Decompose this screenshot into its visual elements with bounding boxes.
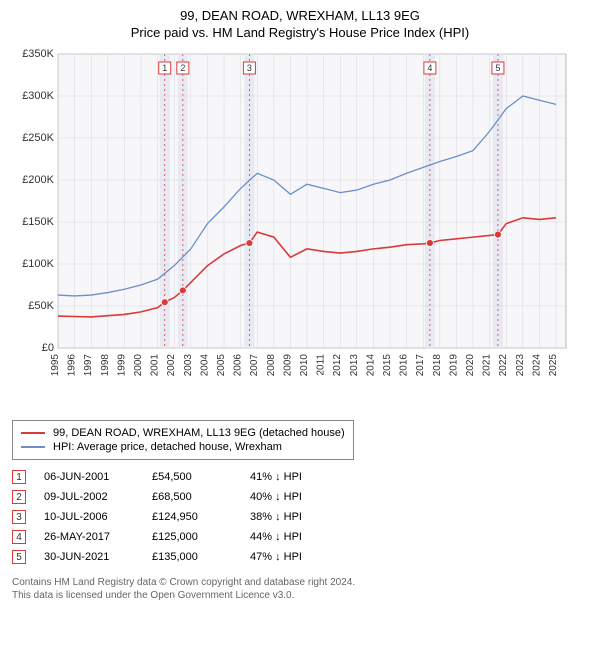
transaction-marker: 3 <box>12 510 26 524</box>
svg-text:2: 2 <box>180 63 185 73</box>
svg-text:2005: 2005 <box>216 354 227 377</box>
transaction-row: 2 09-JUL-2002 £68,500 40% ↓ HPI <box>12 490 588 504</box>
svg-text:2016: 2016 <box>399 354 410 377</box>
svg-text:2024: 2024 <box>531 354 542 377</box>
transaction-hpi: 38% ↓ HPI <box>250 511 340 523</box>
chart-subtitle: Price paid vs. HM Land Registry's House … <box>12 25 588 40</box>
transaction-hpi: 40% ↓ HPI <box>250 491 340 503</box>
svg-text:2013: 2013 <box>349 354 360 377</box>
svg-text:1997: 1997 <box>83 354 94 377</box>
svg-text:£200K: £200K <box>22 174 54 186</box>
transaction-date: 06-JUN-2001 <box>44 471 134 483</box>
legend-label: HPI: Average price, detached house, Wrex… <box>53 441 282 453</box>
svg-text:2019: 2019 <box>448 354 459 377</box>
svg-text:1998: 1998 <box>100 354 111 377</box>
transaction-date: 26-MAY-2017 <box>44 531 134 543</box>
svg-text:3: 3 <box>247 63 252 73</box>
transaction-price: £124,950 <box>152 511 232 523</box>
transaction-row: 5 30-JUN-2021 £135,000 47% ↓ HPI <box>12 550 588 564</box>
svg-text:2015: 2015 <box>382 354 393 377</box>
footer-attribution: Contains HM Land Registry data © Crown c… <box>12 576 588 602</box>
svg-text:£300K: £300K <box>22 90 54 102</box>
svg-text:£0: £0 <box>42 342 54 354</box>
svg-text:2022: 2022 <box>498 354 509 377</box>
svg-text:2001: 2001 <box>150 354 161 377</box>
transaction-price: £68,500 <box>152 491 232 503</box>
svg-text:2003: 2003 <box>183 354 194 377</box>
chart-container: { "title": "99, DEAN ROAD, WREXHAM, LL13… <box>0 0 600 610</box>
chart-title: 99, DEAN ROAD, WREXHAM, LL13 9EG <box>12 8 588 23</box>
svg-text:2021: 2021 <box>482 354 493 377</box>
svg-text:2008: 2008 <box>266 354 277 377</box>
transaction-date: 10-JUL-2006 <box>44 511 134 523</box>
transaction-marker: 1 <box>12 470 26 484</box>
transaction-marker: 4 <box>12 530 26 544</box>
svg-text:5: 5 <box>495 63 500 73</box>
transaction-date: 09-JUL-2002 <box>44 491 134 503</box>
svg-text:£250K: £250K <box>22 132 54 144</box>
legend-label: 99, DEAN ROAD, WREXHAM, LL13 9EG (detach… <box>53 427 345 439</box>
chart-svg: 1 2 3 4 5 £0 £50K £100K £150K £200K £250K £300K £350… <box>12 48 572 412</box>
transaction-hpi: 44% ↓ HPI <box>250 531 340 543</box>
svg-text:2011: 2011 <box>316 354 327 376</box>
svg-text:1: 1 <box>162 63 167 73</box>
svg-text:2025: 2025 <box>548 354 559 377</box>
legend: 99, DEAN ROAD, WREXHAM, LL13 9EG (detach… <box>12 420 354 460</box>
svg-text:2000: 2000 <box>133 354 144 377</box>
svg-text:£100K: £100K <box>22 258 54 270</box>
svg-text:2018: 2018 <box>432 354 443 377</box>
legend-swatch <box>21 446 45 448</box>
transaction-marker: 5 <box>12 550 26 564</box>
svg-text:4: 4 <box>427 63 432 73</box>
svg-text:2014: 2014 <box>365 354 376 377</box>
svg-text:1996: 1996 <box>67 354 78 377</box>
transaction-marker: 2 <box>12 490 26 504</box>
svg-text:2020: 2020 <box>465 354 476 377</box>
transactions-table: 1 06-JUN-2001 £54,500 41% ↓ HPI 2 09-JUL-2002… <box>12 470 588 564</box>
svg-text:2023: 2023 <box>515 354 526 377</box>
legend-swatch <box>21 432 45 434</box>
svg-text:2012: 2012 <box>332 354 343 377</box>
footer-line-2: This data is licensed under the Open Gov… <box>12 589 588 602</box>
svg-text:1999: 1999 <box>116 354 127 377</box>
svg-text:2010: 2010 <box>299 354 310 377</box>
chart-area: 1 2 3 4 5 £0 £50K £100K £150K £200K £250K £300K £350… <box>12 48 588 412</box>
svg-text:2017: 2017 <box>415 354 426 377</box>
svg-text:£50K: £50K <box>28 300 54 312</box>
legend-item: 99, DEAN ROAD, WREXHAM, LL13 9EG (detach… <box>21 427 345 439</box>
transaction-price: £54,500 <box>152 471 232 483</box>
transaction-price: £125,000 <box>152 531 232 543</box>
svg-text:2007: 2007 <box>249 354 260 377</box>
svg-text:2006: 2006 <box>233 354 244 377</box>
transaction-date: 30-JUN-2021 <box>44 551 134 563</box>
svg-text:£350K: £350K <box>22 48 54 60</box>
transaction-row: 1 06-JUN-2001 £54,500 41% ↓ HPI <box>12 470 588 484</box>
svg-text:2009: 2009 <box>282 354 293 377</box>
transaction-row: 4 26-MAY-2017 £125,000 44% ↓ HPI <box>12 530 588 544</box>
svg-text:2002: 2002 <box>166 354 177 377</box>
svg-text:2004: 2004 <box>199 354 210 377</box>
svg-text:£150K: £150K <box>22 216 54 228</box>
transaction-hpi: 47% ↓ HPI <box>250 551 340 563</box>
transaction-hpi: 41% ↓ HPI <box>250 471 340 483</box>
transaction-row: 3 10-JUL-2006 £124,950 38% ↓ HPI <box>12 510 588 524</box>
legend-item: HPI: Average price, detached house, Wrex… <box>21 441 345 453</box>
svg-text:1995: 1995 <box>50 354 61 377</box>
footer-line-1: Contains HM Land Registry data © Crown c… <box>12 576 588 589</box>
transaction-price: £135,000 <box>152 551 232 563</box>
